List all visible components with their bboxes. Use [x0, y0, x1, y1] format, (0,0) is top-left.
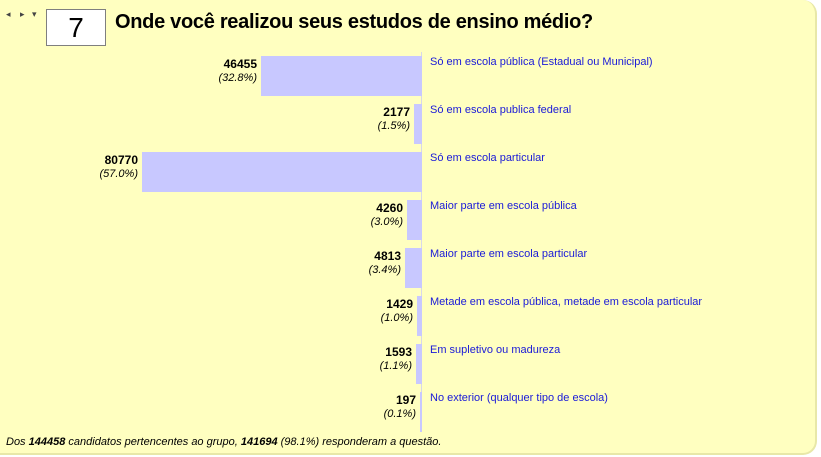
bar-count-label: 80770 [104, 153, 138, 167]
category-label[interactable]: No exterior (qualquer tipo de escola) [430, 392, 608, 404]
chart-bar [405, 248, 422, 288]
chart-axis [421, 52, 422, 432]
bar-count-label: 1593 [385, 345, 412, 359]
category-label[interactable]: Em supletivo ou madureza [430, 344, 561, 356]
bar-percent-label: (3.0%) [370, 216, 403, 228]
category-label[interactable]: Só em escola publica federal [430, 104, 572, 116]
bar-percent-label: (1.0%) [380, 312, 413, 324]
chart-bar [420, 392, 422, 432]
category-label[interactable]: Maior parte em escola particular [430, 248, 588, 260]
bar-count-label: 4260 [376, 201, 403, 215]
footer-prefix: Dos [6, 436, 29, 448]
footer-suffix: responderam a questão. [319, 436, 442, 448]
next-arrow-icon[interactable]: ▸ [20, 9, 25, 19]
bar-percent-label: (32.8%) [218, 72, 257, 84]
bar-count-label: 46455 [223, 57, 257, 71]
category-label[interactable]: Só em escola pública (Estadual ou Munici… [430, 56, 653, 68]
question-number: 7 [46, 9, 106, 46]
chart-bar [417, 296, 422, 336]
bar-percent-label: (1.5%) [377, 120, 410, 132]
bar-count-label: 1429 [386, 297, 413, 311]
chart-bar [414, 104, 422, 144]
footer-middle: candidatos pertencentes ao grupo, [65, 436, 241, 448]
chart-bar [142, 152, 422, 192]
bar-percent-label: (0.1%) [383, 408, 416, 420]
menu-dropdown-icon[interactable]: ▾ [32, 9, 37, 19]
bar-percent-label: (3.4%) [368, 264, 401, 276]
bar-percent-label: (57.0%) [99, 168, 138, 180]
prev-arrow-icon[interactable]: ◂ [6, 9, 11, 19]
bar-count-label: 2177 [383, 105, 410, 119]
footer-answered-pct: (98.1%) [277, 436, 320, 448]
bar-percent-label: (1.1%) [379, 360, 412, 372]
question-title: Onde você realizou seus estudos de ensin… [115, 11, 593, 33]
category-label[interactable]: Maior parte em escola pública [430, 200, 577, 212]
chart-bar [416, 344, 422, 384]
bar-count-label: 4813 [374, 249, 401, 263]
bar-count-label: 197 [395, 393, 416, 407]
category-label[interactable]: Metade em escola pública, metade em esco… [430, 296, 703, 308]
category-label[interactable]: Só em escola particular [430, 152, 545, 164]
footer-total: 144458 [28, 436, 66, 448]
chart-bar [407, 200, 422, 240]
chart-bar [261, 56, 422, 96]
footer-summary: Dos 144458 candidatos pertencentes ao gr… [6, 436, 441, 448]
footer-answered: 141694 [240, 436, 278, 448]
